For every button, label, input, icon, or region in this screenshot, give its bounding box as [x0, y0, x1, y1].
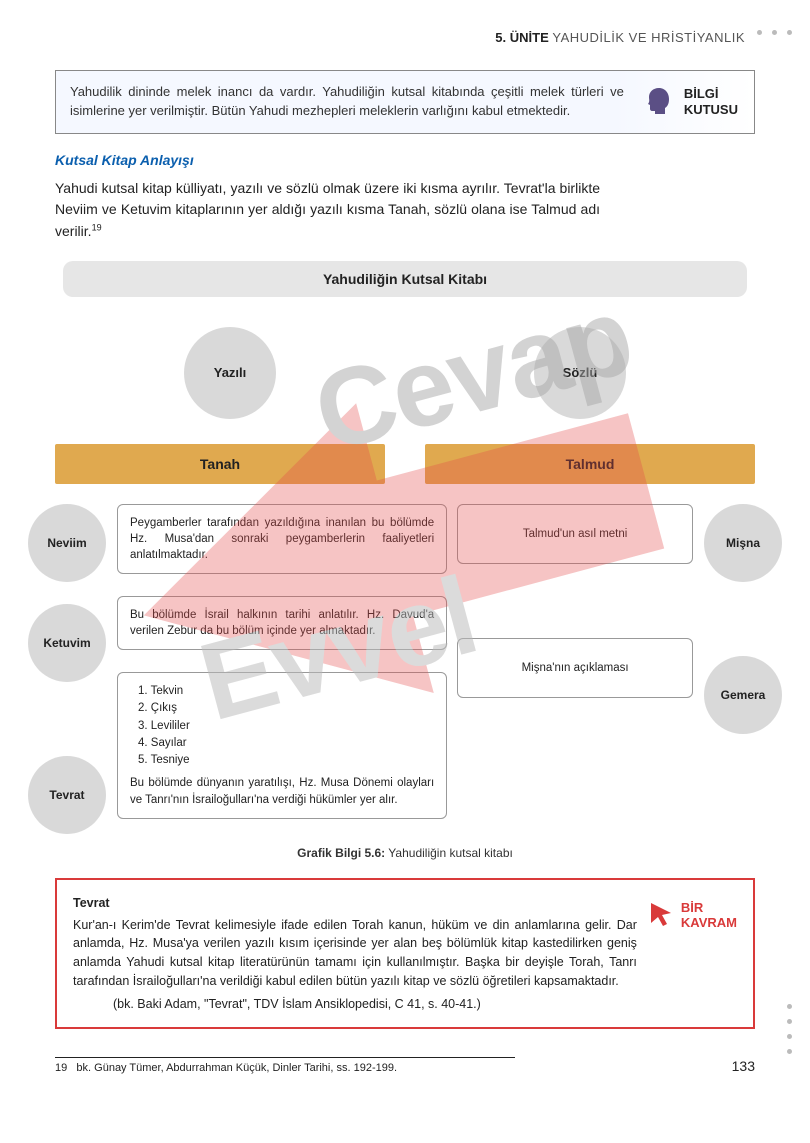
talmud-desc-col: Talmud'un asıl metni Mişna'nın açıklamas…	[457, 504, 693, 834]
node-gemera: Gemera	[704, 656, 782, 734]
page-number: 133	[732, 1058, 755, 1074]
concept-ref: (bk. Baki Adam, "Tevrat", TDV İslam Ansi…	[73, 995, 637, 1014]
node-misna: Mişna	[704, 504, 782, 582]
tevrat-item: 5. Tesniye	[138, 752, 434, 769]
diagram-caption: Grafik Bilgi 5.6: Yahudiliğin kutsal kit…	[55, 846, 755, 860]
tevrat-item: 1. Tekvin	[138, 683, 434, 700]
node-sozlu: Sözlü	[534, 327, 626, 419]
info-box-text: Yahudilik dininde melek inancı da vardır…	[56, 71, 638, 133]
concept-label-2: KAVRAM	[681, 915, 737, 931]
desc-gemera: Mişna'nın açıklaması	[457, 638, 693, 698]
section-title: Kutsal Kitap Anlayışı	[55, 152, 755, 168]
tevrat-item: 3. Levililer	[138, 718, 434, 735]
node-tevrat: Tevrat	[28, 756, 106, 834]
node-yazili: Yazılı	[184, 327, 276, 419]
head-icon	[642, 85, 676, 119]
info-label-1: BİLGİ	[684, 86, 738, 102]
info-box: Yahudilik dininde melek inancı da vardır…	[55, 70, 755, 134]
caption-rest: Yahudiliğin kutsal kitabı	[385, 846, 513, 860]
tevrat-item: 4. Sayılar	[138, 735, 434, 752]
concept-title: Tevrat	[73, 894, 637, 913]
tevrat-list: 1. Tekvin 2. Çıkış 3. Levililer 4. Sayıl…	[130, 683, 434, 769]
caption-bold: Grafik Bilgi 5.6:	[297, 846, 385, 860]
diagram-columns: Neviim Ketuvim Tevrat Peygamberler taraf…	[55, 504, 755, 834]
tanah-desc-col: Peygamberler tarafından yazıldığına inan…	[117, 504, 447, 834]
branch-row: Yazılı Sözlü	[55, 327, 755, 419]
desc-misna: Talmud'un asıl metni	[457, 504, 693, 564]
concept-text: Tevrat Kur'an-ı Kerim'de Tevrat kelimesi…	[73, 894, 637, 1014]
subtitle-tanah: Tanah	[55, 444, 385, 484]
info-box-label: BİLGİ KUTUSU	[638, 71, 754, 133]
subtitle-row: Tanah Talmud	[55, 444, 755, 484]
footnote: 19 bk. Günay Tümer, Abdurrahman Küçük, D…	[55, 1062, 755, 1074]
concept-label: BİR KAVRAM	[647, 894, 737, 1014]
page-header: 5. ÜNİTE YAHUDİLİK VE HRİSTİYANLIK	[55, 30, 755, 45]
concept-body: Kur'an-ı Kerim'de Tevrat kelimesiyle ifa…	[73, 916, 637, 991]
desc-tevrat: 1. Tekvin 2. Çıkış 3. Levililer 4. Sayıl…	[117, 672, 447, 818]
node-neviim: Neviim	[28, 504, 106, 582]
concept-label-1: BİR	[681, 900, 737, 916]
node-ketuvim: Ketuvim	[28, 604, 106, 682]
decorative-dots-bottom	[787, 1004, 792, 1054]
footnote-mark: 19	[92, 222, 102, 232]
diagram-container: Yahudiliğin Kutsal Kitabı Yazılı Sözlü T…	[55, 261, 755, 834]
right-nodes-col: Mişna Gemera	[703, 504, 783, 834]
unit-label: 5. ÜNİTE	[495, 30, 548, 45]
footnote-rule	[55, 1057, 515, 1058]
tevrat-item: 2. Çıkış	[138, 700, 434, 717]
intro-text: Yahudi kutsal kitap külliyatı, yazılı ve…	[55, 180, 600, 239]
footnote-num: 19	[55, 1062, 67, 1074]
desc-neviim: Peygamberler tarafından yazıldığına inan…	[117, 504, 447, 574]
decorative-dots-top	[757, 30, 792, 35]
left-nodes-col: Neviim Ketuvim Tevrat	[27, 504, 107, 834]
topic-label: YAHUDİLİK VE HRİSTİYANLIK	[552, 30, 745, 45]
concept-box: Tevrat Kur'an-ı Kerim'de Tevrat kelimesi…	[55, 878, 755, 1030]
cursor-icon	[647, 900, 675, 931]
footnote-text: bk. Günay Tümer, Abdurrahman Küçük, Dinl…	[76, 1062, 397, 1074]
info-label-2: KUTUSU	[684, 102, 738, 118]
subtitle-talmud: Talmud	[425, 444, 755, 484]
desc-ketuvim: Bu bölümde İsrail halkının tarihi anlatı…	[117, 596, 447, 650]
intro-paragraph: Yahudi kutsal kitap külliyatı, yazılı ve…	[55, 178, 600, 243]
diagram-root: Yahudiliğin Kutsal Kitabı	[63, 261, 747, 297]
tevrat-desc-text: Bu bölümde dünyanın yaratılışı, Hz. Musa…	[130, 775, 434, 807]
